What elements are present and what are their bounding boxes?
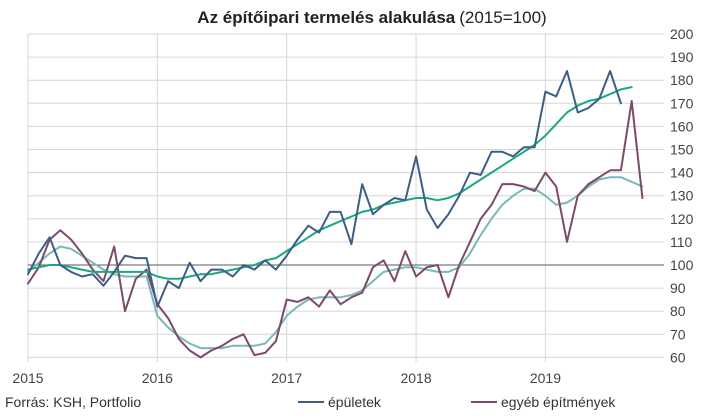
y-tick-label-130: 130	[670, 188, 694, 204]
y-tick-label-60: 60	[670, 349, 686, 365]
y-tick-label-200: 200	[670, 26, 694, 42]
legend-label-0: épületek	[328, 394, 382, 410]
y-tick-label-170: 170	[670, 95, 694, 111]
y-tick-label-90: 90	[670, 280, 686, 296]
y-tick-label-80: 80	[670, 303, 686, 319]
x-tick-label-2018: 2018	[400, 370, 431, 386]
y-tick-label-110: 110	[670, 234, 693, 250]
legend-label-1: egyéb építmények	[501, 394, 616, 410]
x-tick-label-2015: 2015	[12, 370, 43, 386]
y-tick-label-140: 140	[670, 165, 694, 181]
y-tick-label-180: 180	[670, 72, 694, 88]
grid	[27, 33, 664, 362]
series-lines	[27, 70, 644, 359]
x-axis-ticks: 2015 2016 2017 2018 2019	[12, 370, 561, 386]
y-tick-label-120: 120	[670, 211, 694, 227]
series-line-epuletek	[27, 70, 622, 308]
y-tick-label-100: 100	[670, 257, 694, 273]
source-note: Forrás: KSH, Portfolio	[5, 394, 141, 410]
y-tick-label-160: 160	[670, 118, 694, 134]
chart-title: Az építőipari termelés alakulása (2015=10…	[197, 8, 546, 27]
x-tick-label-2019: 2019	[530, 370, 561, 386]
y-tick-label-150: 150	[670, 141, 694, 157]
x-tick-label-2016: 2016	[142, 370, 173, 386]
y-tick-label-70: 70	[670, 326, 686, 342]
legend: épületek egyéb építmények	[298, 394, 616, 410]
series-line-egyeb-epitmenyek	[27, 100, 644, 359]
y-axis-ticks: 60 70 80 90 100 110 120 130 140 150 160 170 180 190 20…	[670, 26, 694, 365]
y-tick-label-190: 190	[670, 49, 694, 65]
x-tick-label-2017: 2017	[271, 370, 302, 386]
